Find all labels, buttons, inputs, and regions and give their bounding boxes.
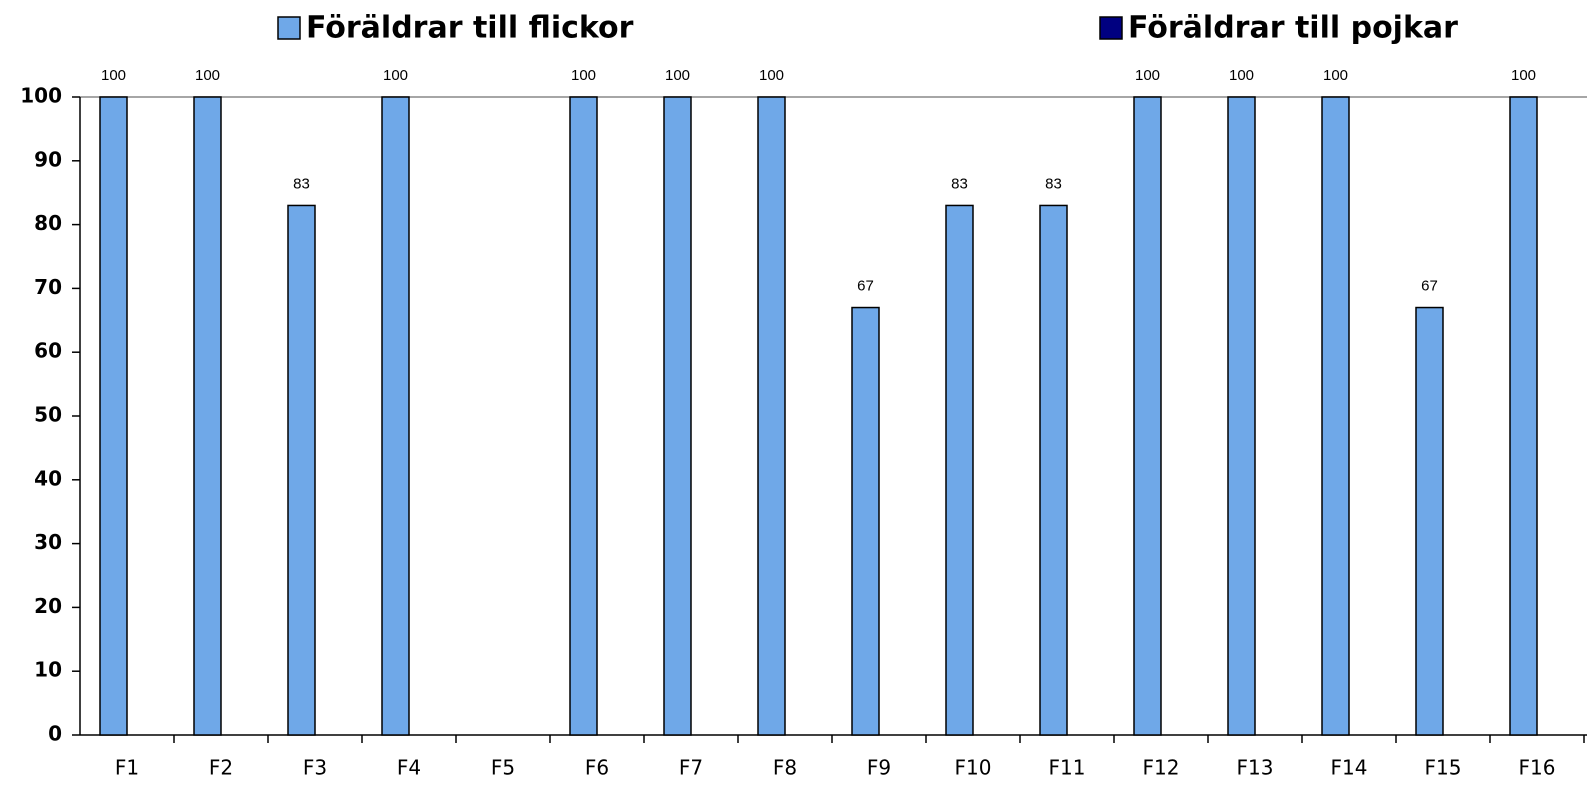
y-tick-label: 30	[34, 530, 62, 554]
value-label: 100	[665, 67, 690, 84]
y-tick-label: 50	[34, 403, 62, 427]
x-tick-label: F1	[115, 756, 139, 780]
x-tick-label: F15	[1425, 756, 1462, 780]
y-tick-label: 0	[48, 722, 62, 746]
y-tick-label: 80	[34, 211, 62, 235]
x-tick-label: F12	[1143, 756, 1180, 780]
bar	[1039, 204, 1068, 736]
y-tick-label: 70	[34, 275, 62, 299]
value-label: 100	[1229, 67, 1254, 84]
bar	[663, 96, 692, 736]
x-tick-label: F9	[867, 756, 891, 780]
bar	[851, 306, 880, 736]
value-label: 100	[1323, 67, 1348, 84]
bar	[945, 204, 974, 736]
x-tick-label: F4	[397, 756, 421, 780]
legend-label: Föräldrar till flickor	[306, 11, 634, 46]
y-tick-label: 40	[34, 466, 62, 490]
value-label: 83	[1045, 175, 1062, 192]
x-tick-label: F5	[491, 756, 515, 780]
bar	[1321, 96, 1350, 736]
x-tick-label: F14	[1331, 756, 1368, 780]
bar	[193, 96, 222, 736]
y-tick-label: 100	[20, 84, 62, 108]
legend-label: Föräldrar till pojkar	[1128, 11, 1458, 46]
legend-swatch	[1099, 16, 1123, 40]
value-label: 100	[383, 67, 408, 84]
y-tick-label: 60	[34, 339, 62, 363]
bar	[381, 96, 410, 736]
legend-swatch	[277, 16, 301, 40]
y-tick-label: 90	[34, 147, 62, 171]
value-label: 100	[1135, 67, 1160, 84]
x-tick-label: F3	[303, 756, 327, 780]
value-label: 100	[1511, 67, 1536, 84]
x-tick-label: F7	[679, 756, 703, 780]
value-label: 67	[857, 278, 874, 295]
value-label: 83	[951, 175, 968, 192]
x-tick-label: F13	[1237, 756, 1274, 780]
bar	[757, 96, 786, 736]
bar	[1227, 96, 1256, 736]
value-label: 100	[101, 67, 126, 84]
x-tick-label: F8	[773, 756, 797, 780]
bar	[1415, 306, 1444, 736]
bar	[569, 96, 598, 736]
y-tick-label: 10	[34, 658, 62, 682]
x-tick-label: F6	[585, 756, 609, 780]
x-tick-label: F11	[1049, 756, 1086, 780]
x-tick-label: F10	[955, 756, 992, 780]
value-label: 83	[293, 175, 310, 192]
x-tick-label: F16	[1519, 756, 1556, 780]
x-tick-label: F2	[209, 756, 233, 780]
bar	[99, 96, 128, 736]
bar	[1509, 96, 1538, 736]
bar	[1133, 96, 1162, 736]
y-tick-label: 20	[34, 594, 62, 618]
value-label: 100	[759, 67, 784, 84]
value-label: 67	[1421, 278, 1438, 295]
value-label: 100	[571, 67, 596, 84]
value-label: 100	[195, 67, 220, 84]
bar	[287, 204, 316, 736]
